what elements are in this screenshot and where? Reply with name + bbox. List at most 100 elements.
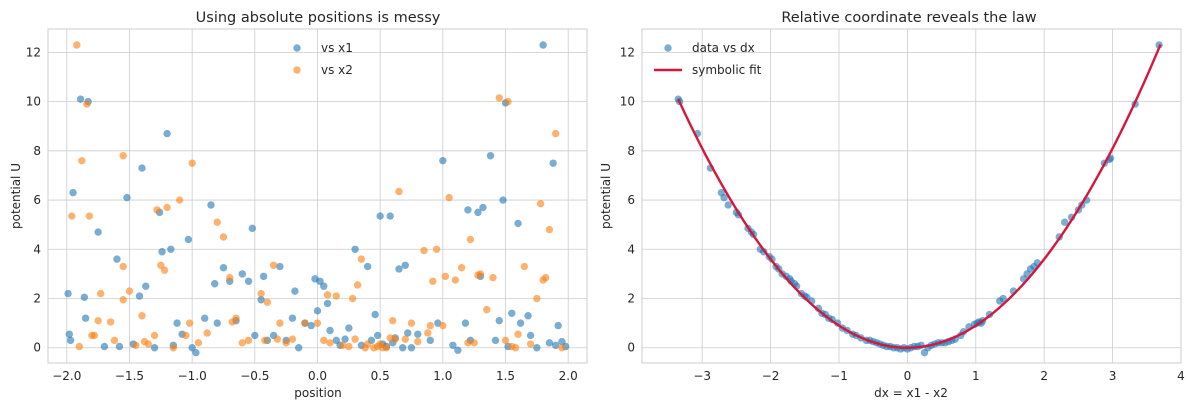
point-vs-x2 [401, 335, 409, 343]
point-vs-x1 [288, 314, 297, 322]
x-tick-label: 2 [1040, 369, 1048, 383]
right-chart-title: Relative coordinate reveals the law [781, 10, 1036, 26]
point-vs-x1 [449, 341, 457, 349]
point-vs-x2 [75, 342, 84, 351]
x-tick-label: 1.5 [496, 369, 515, 383]
y-tick-label: 12 [26, 45, 41, 59]
point-vs-x1 [115, 342, 124, 351]
point-vs-x1 [138, 164, 146, 172]
point-vs-x2 [495, 94, 503, 102]
x-tick-label: 3 [1109, 369, 1117, 383]
point-vs-x2 [429, 277, 437, 285]
point-vs-x1 [395, 265, 403, 273]
point-vs-x1 [514, 219, 522, 228]
point-vs-x2 [269, 261, 278, 269]
point-vs-x2 [125, 287, 134, 295]
point-vs-x1 [259, 272, 268, 281]
point-vs-x1 [399, 344, 407, 352]
left-y-axis-label: potential U [9, 163, 23, 229]
point-vs-x2 [203, 329, 211, 337]
right-chart: Relative coordinate reveals the law −3 −2… [599, 10, 1185, 400]
y-tick-label: 4 [33, 242, 41, 256]
point-vs-x2 [533, 294, 541, 303]
symbolic-fit-line [677, 44, 1162, 349]
point-vs-x2 [244, 336, 253, 345]
point-vs-x2 [85, 212, 94, 220]
point-vs-x1 [386, 212, 394, 220]
point-vs-x2 [363, 340, 372, 348]
point-vs-x1 [158, 248, 166, 256]
point-vs-x1 [192, 348, 200, 357]
point-vs-x2 [194, 339, 203, 347]
point-vs-x1 [351, 245, 359, 253]
point-vs-x1 [345, 324, 353, 332]
left-x-axis-label: position [294, 386, 342, 400]
point-vs-x1 [167, 245, 175, 253]
point-vs-x1 [76, 95, 85, 103]
right-plot-frame [641, 28, 1182, 364]
point-vs-x2 [426, 321, 435, 330]
point-vs-x1 [404, 329, 412, 337]
point-vs-x2 [150, 331, 159, 340]
point-vs-x2 [541, 273, 550, 282]
point-vs-x1 [184, 235, 193, 244]
point-vs-x1 [516, 319, 525, 327]
point-vs-x1 [508, 309, 516, 317]
point-vs-x2 [536, 200, 545, 208]
y-tick-label: 2 [627, 292, 635, 306]
point-vs-x2 [332, 292, 341, 300]
left-x-ticks: −2.0 −1.5 −1.0 −0.5 0.0 0.5 1.0 1.5 2.0 [52, 369, 578, 383]
point-vs-x2 [420, 246, 428, 255]
point-vs-x2 [83, 100, 91, 108]
point-vs-x2 [119, 262, 127, 271]
point-vs-x1 [244, 277, 253, 285]
point-vs-x2 [182, 331, 190, 340]
point-vs-x1 [551, 341, 560, 349]
point-vs-x1 [248, 224, 257, 233]
x-tick-label: 1.0 [433, 369, 452, 383]
left-gridlines [48, 29, 587, 363]
point-vs-x2 [238, 339, 246, 347]
point-vs-x2 [432, 245, 441, 253]
point-vs-x2 [257, 289, 265, 298]
point-vs-x1 [219, 264, 228, 272]
x-tick-label: 0.5 [371, 369, 390, 383]
x-tick-label: 2.0 [559, 369, 578, 383]
point-vs-x2 [263, 298, 272, 306]
point-vs-x1 [326, 326, 334, 335]
point-vs-x2 [110, 336, 119, 345]
point-vs-x1 [554, 321, 562, 330]
x-tick-label: −1.0 [178, 369, 207, 383]
point-vs-x1 [313, 307, 322, 315]
right-legend-label-fit: symbolic fit [692, 63, 762, 77]
y-tick-label: 2 [33, 292, 41, 306]
y-tick-label: 12 [620, 45, 635, 59]
point-vs-x1 [474, 208, 482, 217]
point-vs-x1 [439, 156, 447, 165]
y-tick-label: 10 [26, 95, 41, 109]
point-vs-x2 [288, 335, 297, 343]
point-vs-x1 [491, 336, 500, 345]
point-vs-x2 [106, 318, 115, 326]
point-vs-x1 [371, 310, 379, 319]
point-vs-x2 [445, 193, 453, 202]
point-vs-x1 [526, 331, 535, 340]
point-vs-x1 [65, 330, 74, 338]
left-legend-marker-vs-x2 [293, 66, 301, 74]
point-vs-x1 [251, 331, 259, 340]
point-vs-x1 [163, 129, 171, 138]
point-vs-x1 [291, 287, 299, 295]
point-vs-x2 [353, 281, 362, 289]
point-vs-x2 [511, 344, 520, 352]
point-vs-x1 [454, 346, 462, 354]
point-vs-x2 [389, 316, 397, 325]
left-scatter-points [64, 41, 570, 357]
right-plot-area [642, 29, 1181, 363]
point-vs-x2 [424, 329, 432, 337]
point-vs-x2 [501, 336, 510, 345]
point-vs-x1 [207, 201, 215, 209]
left-legend-label-vs-x2: vs x2 [321, 63, 353, 77]
point-vs-x2 [282, 339, 290, 347]
point-vs-x2 [504, 97, 512, 106]
point-vs-x2 [119, 296, 127, 304]
